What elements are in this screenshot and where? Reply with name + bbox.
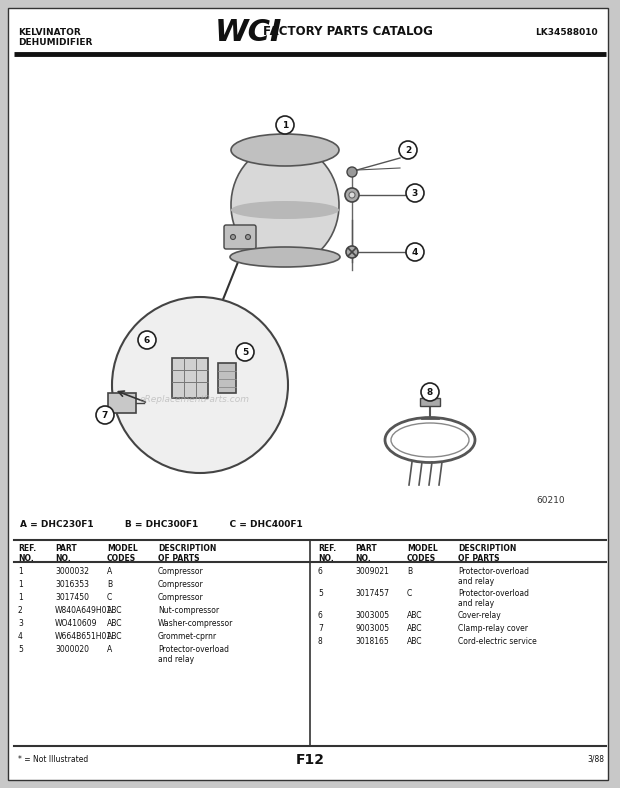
Circle shape [236, 343, 254, 361]
Text: W664B651H01: W664B651H01 [55, 632, 112, 641]
Text: Cord-electric service: Cord-electric service [458, 637, 537, 646]
Text: 3: 3 [18, 619, 23, 628]
Bar [172, 358, 208, 398]
Text: DESCRIPTION
OF PARTS: DESCRIPTION OF PARTS [158, 544, 216, 563]
Text: Grommet-cprnr: Grommet-cprnr [158, 632, 217, 641]
Text: ABC: ABC [107, 632, 123, 641]
Text: Protector-overload
and relay: Protector-overload and relay [158, 645, 229, 664]
Text: Compressor: Compressor [158, 593, 204, 602]
Text: 5: 5 [318, 589, 323, 598]
Text: Compressor: Compressor [158, 580, 204, 589]
Text: C: C [107, 593, 112, 602]
Circle shape [421, 383, 439, 401]
Text: C: C [407, 589, 412, 598]
Text: eReplacementParts.com: eReplacementParts.com [140, 395, 250, 404]
Text: F12: F12 [296, 753, 324, 767]
Text: MODEL
CODES: MODEL CODES [407, 544, 438, 563]
Text: A: A [107, 645, 112, 654]
Ellipse shape [231, 201, 339, 219]
Bar [108, 393, 136, 413]
Circle shape [112, 297, 288, 473]
Text: DEHUMIDIFIER: DEHUMIDIFIER [18, 38, 92, 47]
Text: 2: 2 [18, 606, 23, 615]
Text: Clamp-relay cover: Clamp-relay cover [458, 624, 528, 633]
Ellipse shape [231, 134, 339, 166]
Text: 3003005: 3003005 [355, 611, 389, 620]
Text: 7: 7 [318, 624, 323, 633]
Text: PART
NO.: PART NO. [55, 544, 77, 563]
Text: 1: 1 [18, 593, 23, 602]
Ellipse shape [230, 247, 340, 267]
Text: 4: 4 [18, 632, 23, 641]
Text: ABC: ABC [407, 611, 422, 620]
Text: B: B [407, 567, 412, 576]
Text: 7: 7 [102, 411, 108, 420]
Text: ABC: ABC [407, 624, 422, 633]
Text: 8: 8 [427, 388, 433, 397]
Text: Protector-overload
and relay: Protector-overload and relay [458, 567, 529, 586]
Text: LK34588010: LK34588010 [536, 28, 598, 37]
Circle shape [138, 331, 156, 349]
Text: PART
NO.: PART NO. [355, 544, 377, 563]
Text: REF.
NO.: REF. NO. [18, 544, 36, 563]
Text: 60210: 60210 [536, 496, 565, 505]
Text: 5: 5 [242, 348, 248, 357]
Ellipse shape [231, 145, 339, 265]
Text: DESCRIPTION
OF PARTS: DESCRIPTION OF PARTS [458, 544, 516, 563]
Circle shape [345, 188, 359, 202]
Text: ABC: ABC [107, 619, 123, 628]
Text: 6: 6 [318, 611, 323, 620]
Text: A = DHC230F1          B = DHC300F1          C = DHC400F1: A = DHC230F1 B = DHC300F1 C = DHC400F1 [20, 520, 303, 529]
Text: KELVINATOR: KELVINATOR [18, 28, 81, 37]
Circle shape [276, 116, 294, 134]
Circle shape [406, 243, 424, 261]
Circle shape [406, 184, 424, 202]
Text: Nut-compressor: Nut-compressor [158, 606, 219, 615]
Text: Washer-compressor: Washer-compressor [158, 619, 233, 628]
Circle shape [246, 235, 250, 240]
Text: 1: 1 [18, 567, 23, 576]
Text: * = Not Illustrated: * = Not Illustrated [18, 755, 88, 764]
Text: Protector-overload
and relay: Protector-overload and relay [458, 589, 529, 608]
Text: 3: 3 [412, 189, 418, 198]
Text: 2: 2 [405, 146, 411, 155]
Text: B: B [107, 580, 112, 589]
Text: 6: 6 [144, 336, 150, 345]
Text: 3017450: 3017450 [55, 593, 89, 602]
Bar [218, 363, 236, 393]
Text: W840A649H01: W840A649H01 [55, 606, 112, 615]
Text: 1: 1 [282, 121, 288, 130]
Bar [420, 398, 440, 406]
Circle shape [399, 141, 417, 159]
Text: ABC: ABC [107, 606, 123, 615]
Text: WCI: WCI [215, 18, 282, 47]
Text: FACTORY PARTS CATALOG: FACTORY PARTS CATALOG [263, 25, 433, 38]
Text: 8: 8 [318, 637, 323, 646]
Text: Compressor: Compressor [158, 567, 204, 576]
Text: 1: 1 [18, 580, 23, 589]
Text: 3000032: 3000032 [55, 567, 89, 576]
Text: 3009021: 3009021 [355, 567, 389, 576]
Text: 5: 5 [18, 645, 23, 654]
Text: REF.
NO.: REF. NO. [318, 544, 336, 563]
FancyBboxPatch shape [224, 225, 256, 249]
Text: 9003005: 9003005 [355, 624, 389, 633]
Circle shape [96, 406, 114, 424]
Circle shape [347, 167, 357, 177]
Text: 4: 4 [412, 248, 418, 257]
Circle shape [231, 235, 236, 240]
Text: WO410609: WO410609 [55, 619, 97, 628]
Text: 3018165: 3018165 [355, 637, 389, 646]
Circle shape [346, 246, 358, 258]
Text: MODEL
CODES: MODEL CODES [107, 544, 138, 563]
Text: 3017457: 3017457 [355, 589, 389, 598]
Text: Cover-relay: Cover-relay [458, 611, 502, 620]
Text: A: A [107, 567, 112, 576]
Text: 3016353: 3016353 [55, 580, 89, 589]
Text: 6: 6 [318, 567, 323, 576]
Circle shape [349, 192, 355, 198]
Text: ABC: ABC [407, 637, 422, 646]
Text: 3000020: 3000020 [55, 645, 89, 654]
Text: 3/88: 3/88 [587, 755, 604, 764]
